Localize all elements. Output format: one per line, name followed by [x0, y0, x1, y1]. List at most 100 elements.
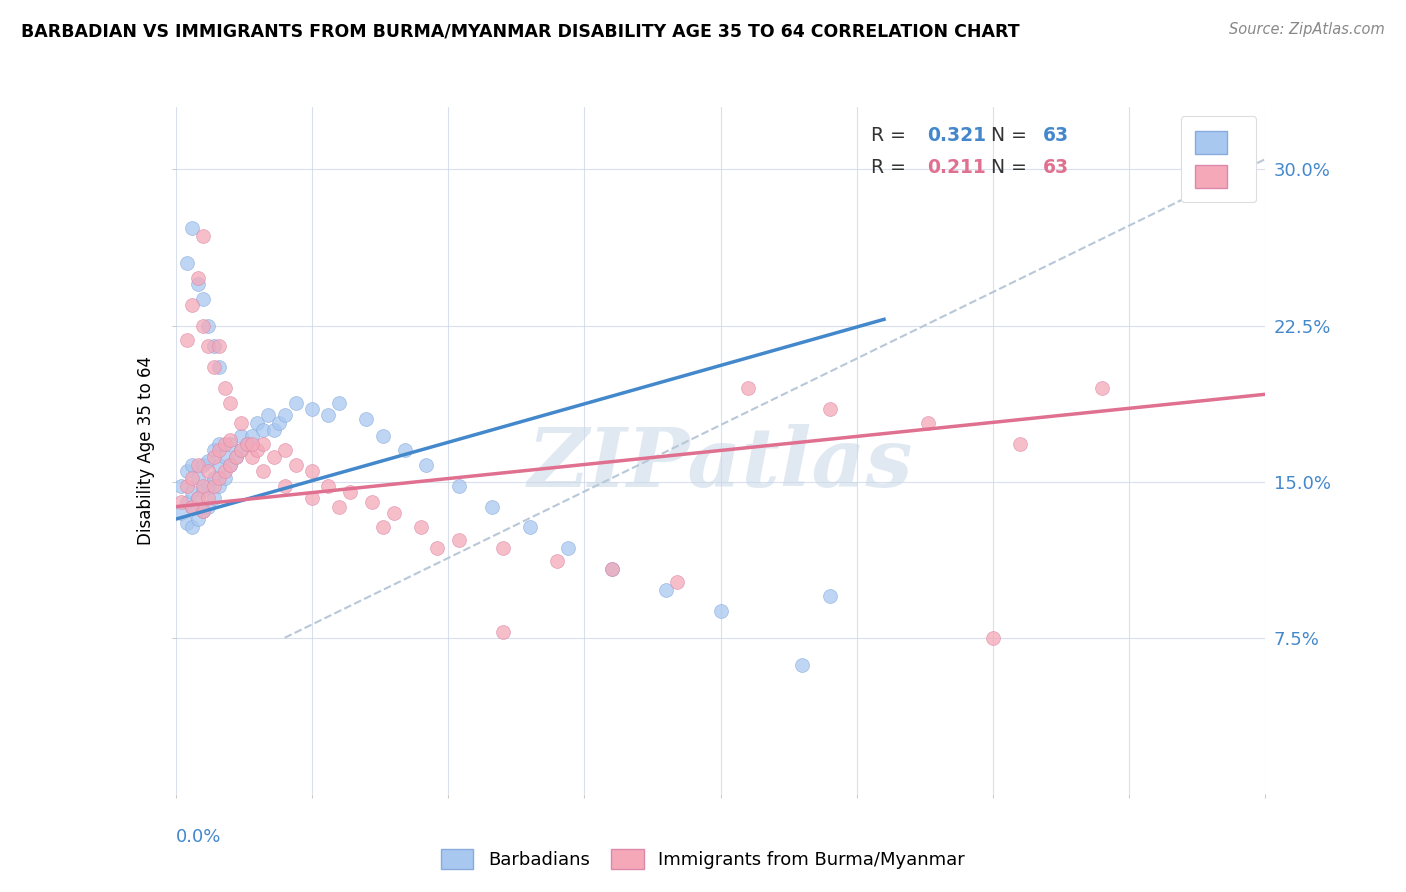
Point — [186, 458, 209, 472]
Point — [176, 256, 198, 270]
Text: N =: N = — [991, 127, 1032, 145]
Text: 63: 63 — [1043, 127, 1069, 145]
Point — [181, 470, 204, 484]
Point — [318, 479, 340, 493]
Point — [181, 500, 204, 514]
Text: BARBADIAN VS IMMIGRANTS FROM BURMA/MYANMAR DISABILITY AGE 35 TO 64 CORRELATION C: BARBADIAN VS IMMIGRANTS FROM BURMA/MYANM… — [21, 22, 1019, 40]
Point — [191, 483, 214, 497]
Point — [666, 574, 689, 589]
Point — [219, 458, 242, 472]
Point — [197, 339, 219, 353]
Point — [257, 408, 280, 422]
Point — [274, 443, 297, 458]
Point — [208, 458, 231, 472]
Point — [269, 417, 291, 431]
Point — [394, 443, 416, 458]
Point — [181, 298, 204, 312]
Point — [710, 604, 733, 618]
Point — [181, 520, 204, 534]
Point — [252, 423, 274, 437]
Point — [202, 470, 225, 484]
Point — [202, 339, 225, 353]
Point — [191, 479, 214, 493]
Point — [1091, 381, 1114, 395]
Point — [176, 333, 198, 347]
Point — [202, 491, 225, 506]
Y-axis label: Disability Age 35 to 64: Disability Age 35 to 64 — [136, 356, 155, 545]
Point — [737, 381, 759, 395]
Point — [186, 277, 209, 291]
Point — [214, 437, 236, 451]
Point — [208, 443, 231, 458]
Point — [219, 437, 242, 451]
Point — [655, 582, 678, 597]
Point — [202, 450, 225, 464]
Point — [191, 504, 214, 518]
Point — [170, 479, 193, 493]
Point — [356, 412, 378, 426]
Point — [202, 443, 225, 458]
Point — [240, 437, 263, 451]
Point — [176, 464, 198, 478]
Point — [214, 381, 236, 395]
Point — [481, 500, 503, 514]
Point — [318, 408, 340, 422]
Point — [186, 491, 209, 506]
Point — [219, 395, 242, 409]
Point — [917, 417, 939, 431]
Point — [301, 464, 323, 478]
Point — [557, 541, 579, 556]
Point — [186, 470, 209, 484]
Point — [447, 479, 470, 493]
Point — [191, 504, 214, 518]
Text: R =: R = — [870, 127, 912, 145]
Point — [231, 443, 253, 458]
Text: 0.321: 0.321 — [928, 127, 987, 145]
Text: 0.0%: 0.0% — [176, 828, 221, 847]
Point — [792, 657, 814, 672]
Point — [197, 464, 219, 478]
Point — [246, 443, 269, 458]
Point — [252, 464, 274, 478]
Text: N =: N = — [991, 158, 1032, 177]
Point — [818, 589, 841, 603]
Point — [492, 541, 515, 556]
Point — [246, 417, 269, 431]
Point — [301, 401, 323, 416]
Point — [225, 450, 247, 464]
Point — [231, 443, 253, 458]
Point — [219, 458, 242, 472]
Text: Source: ZipAtlas.com: Source: ZipAtlas.com — [1229, 22, 1385, 37]
Point — [409, 520, 432, 534]
Point — [186, 270, 209, 285]
Point — [274, 479, 297, 493]
Point — [415, 458, 437, 472]
Point — [191, 318, 214, 333]
Point — [181, 458, 204, 472]
Point — [170, 506, 193, 520]
Point — [382, 506, 405, 520]
Point — [176, 479, 198, 493]
Text: R =: R = — [870, 158, 912, 177]
Point — [981, 631, 1004, 645]
Point — [214, 464, 236, 478]
Point — [208, 339, 231, 353]
Point — [191, 292, 214, 306]
Point — [181, 485, 204, 500]
Point — [208, 360, 231, 375]
Point — [240, 450, 263, 464]
Point — [371, 429, 394, 443]
Point — [214, 470, 236, 484]
Point — [284, 395, 307, 409]
Point — [197, 454, 219, 468]
Point — [252, 437, 274, 451]
Point — [360, 495, 382, 509]
Point — [492, 624, 515, 639]
Point — [181, 220, 204, 235]
Point — [1010, 437, 1032, 451]
Point — [208, 479, 231, 493]
Point — [263, 423, 285, 437]
Point — [197, 500, 219, 514]
Point — [519, 520, 541, 534]
Point — [197, 491, 219, 506]
